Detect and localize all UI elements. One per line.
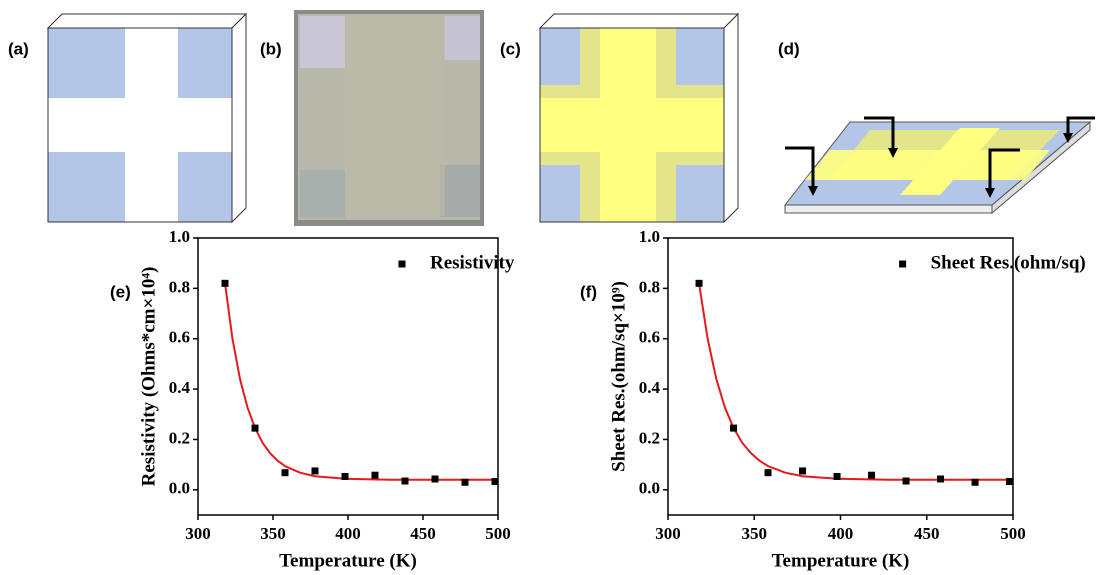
figure: (a) (b) (c) [0,0,1097,575]
panel-label: (c) [500,39,521,58]
diagram-d [785,118,1095,213]
data-point [432,475,439,482]
x-tick-label: 450 [914,524,940,543]
y-tick-label: 0.8 [169,277,190,296]
x-tick-label: 450 [410,524,436,543]
x-tick-label: 300 [185,524,211,543]
data-point [765,469,772,476]
y-tick-label: 1.0 [639,227,660,246]
data-point [1006,478,1013,485]
y-tick-label: 0.4 [169,378,191,397]
panel-label: (d) [778,39,800,58]
data-point [868,472,875,479]
y-axis-label: Resistivity (Ohms*cm×10⁴) [138,267,159,487]
data-point [696,280,703,287]
data-point [282,469,289,476]
data-point [903,478,910,485]
legend-marker [899,261,906,268]
x-tick-label: 500 [485,524,511,543]
data-point [799,467,806,474]
x-axis-label: Temperature (K) [279,550,417,571]
legend-label: Sheet Res.(ohm/sq) [931,252,1086,273]
y-tick-label: 1.0 [169,227,190,246]
y-tick-label: 0.2 [169,428,190,447]
photo-b [294,10,484,226]
data-point [402,478,409,485]
diagram-c [540,14,738,222]
data-point [462,479,469,486]
x-tick-label: 400 [828,524,854,543]
y-tick-label: 0.2 [639,428,660,447]
data-point [222,280,229,287]
y-tick-label: 0.8 [639,277,660,296]
data-point [972,479,979,486]
data-point [834,473,841,480]
x-tick-label: 500 [1000,524,1026,543]
data-point [342,473,349,480]
x-tick-label: 400 [335,524,361,543]
x-axis-label: Temperature (K) [772,550,910,571]
panel-label: (e) [110,282,131,301]
data-point [492,478,499,485]
x-tick-label: 350 [742,524,768,543]
x-tick-label: 300 [655,524,681,543]
panel-label: (f) [580,282,597,301]
panel-label: (a) [8,39,29,58]
y-tick-label: 0.6 [169,328,190,347]
data-point [937,475,944,482]
panel-label: (b) [260,39,282,58]
x-tick-label: 350 [260,524,286,543]
fit-line [699,283,1013,479]
y-axis-label: Sheet Res.(ohm/sq×10⁹) [608,281,629,472]
fit-line [225,283,498,479]
y-tick-label: 0.0 [169,479,190,498]
y-tick-label: 0.0 [639,479,660,498]
y-tick-label: 0.4 [639,378,661,397]
data-point [730,425,737,432]
data-point [252,425,259,432]
data-point [372,472,379,479]
legend-label: Resistivity [430,252,515,273]
data-point [312,467,319,474]
legend-marker [399,261,406,268]
diagram-a [48,14,246,222]
y-tick-label: 0.6 [639,328,660,347]
